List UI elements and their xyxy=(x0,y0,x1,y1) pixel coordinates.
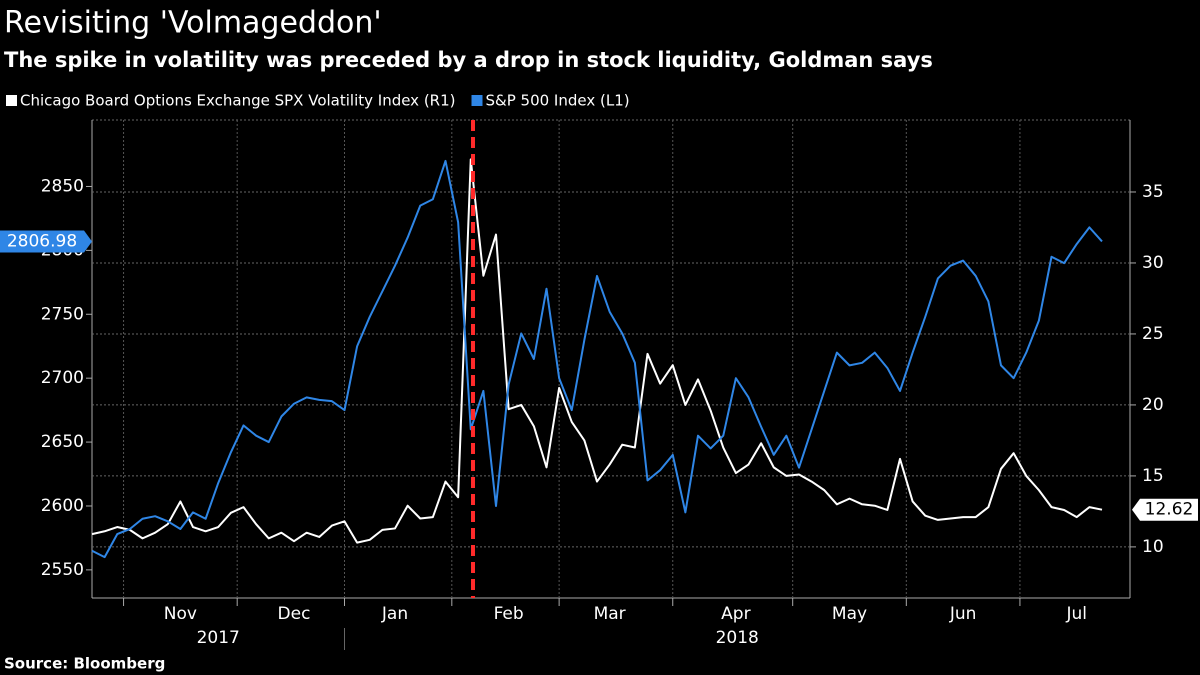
lines xyxy=(91,158,1103,559)
y-tick-label: 2850 xyxy=(41,176,84,196)
x-tick-label: Dec xyxy=(278,604,311,624)
y-tick-label: 2550 xyxy=(41,560,84,580)
chart-subtitle: The spike in volatility was preceded by … xyxy=(4,48,933,72)
x-tick-label: Mar xyxy=(594,604,626,624)
last-value-tag xyxy=(0,230,92,253)
year-label: 2017 xyxy=(197,628,240,648)
y2-tick-label: 30 xyxy=(1142,253,1164,273)
series-line xyxy=(91,158,1103,544)
labels: 2550260026502700275028002850101520253035… xyxy=(0,92,1198,648)
y-tick-label: 2700 xyxy=(41,368,84,388)
x-tick-label: Jul xyxy=(1065,604,1087,624)
x-tick-label: Jan xyxy=(381,604,408,624)
source: Source: Bloomberg xyxy=(4,655,165,673)
x-tick-label: Apr xyxy=(721,604,750,624)
y-tick-label: 2600 xyxy=(41,496,84,516)
y-tick-label: 2750 xyxy=(41,304,84,324)
last-value-label: 2806.98 xyxy=(7,231,77,251)
chart-title: Revisiting 'Volmageddon' xyxy=(4,6,382,41)
x-tick-label: Jun xyxy=(949,604,977,624)
y2-tick-label: 25 xyxy=(1142,324,1164,344)
grid xyxy=(86,120,1136,650)
legend-swatch xyxy=(6,95,17,106)
last-value-tag xyxy=(1132,498,1198,521)
last-value-label: 12.62 xyxy=(1145,500,1194,520)
year-label: 2018 xyxy=(716,628,759,648)
series-line xyxy=(91,159,1103,559)
legend-label: S&P 500 Index (L1) xyxy=(486,92,630,110)
x-tick-label: May xyxy=(832,604,867,624)
y2-tick-label: 15 xyxy=(1142,466,1164,486)
y2-tick-label: 20 xyxy=(1142,395,1164,415)
y2-tick-label: 10 xyxy=(1142,537,1164,557)
legend-label: Chicago Board Options Exchange SPX Volat… xyxy=(20,92,456,110)
y2-tick-label: 35 xyxy=(1142,182,1164,202)
y-tick-label: 2650 xyxy=(41,432,84,452)
x-tick-label: Nov xyxy=(164,604,197,624)
legend-swatch xyxy=(471,95,483,106)
x-tick-label: Feb xyxy=(494,604,524,624)
